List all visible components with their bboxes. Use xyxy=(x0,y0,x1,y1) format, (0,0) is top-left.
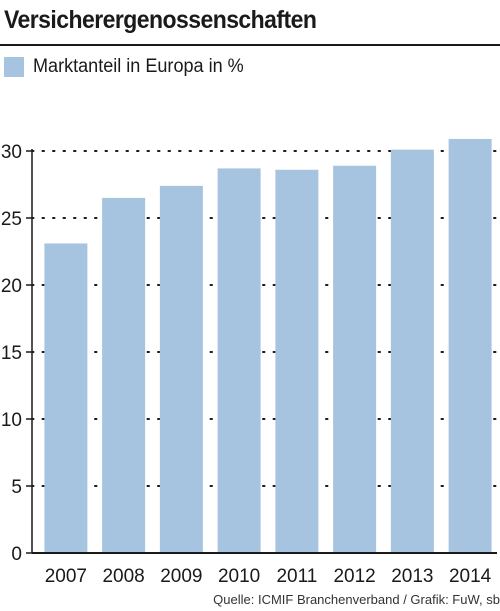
bar-2014 xyxy=(448,138,492,553)
y-tick-label-15: 15 xyxy=(1,343,22,364)
y-tick-label-20: 20 xyxy=(1,276,22,297)
y-tick-label-0: 0 xyxy=(11,544,22,565)
y-tick-label-25: 25 xyxy=(1,209,22,230)
bar-2012 xyxy=(333,165,377,554)
y-tick-label-5: 5 xyxy=(11,477,22,498)
source-note: Quelle: ICMIF Branchenverband / Grafik: … xyxy=(213,592,500,607)
y-tick-label-30: 30 xyxy=(1,142,22,163)
legend-swatch xyxy=(4,57,24,77)
x-tick-label-2009: 2009 xyxy=(160,566,202,587)
x-tick-label-2011: 2011 xyxy=(276,566,317,587)
bar-2008 xyxy=(102,197,146,553)
bar-2009 xyxy=(159,185,203,553)
x-tick-label-2014: 2014 xyxy=(449,566,492,587)
x-tick-label-2008: 2008 xyxy=(102,566,144,587)
x-tick-label-2012: 2012 xyxy=(333,566,375,587)
legend-label: Marktanteil in Europa in % xyxy=(33,56,244,77)
bar-2010 xyxy=(217,168,261,554)
bar-2007 xyxy=(44,243,88,553)
tick-labels: 0 5 10 15 20 25 30 2007 2008 2009 2010 2011 2012 2013… xyxy=(1,142,492,587)
title-rule xyxy=(0,44,500,46)
x-tick-label-2010: 2010 xyxy=(218,566,260,587)
y-tick-label-10: 10 xyxy=(1,410,22,431)
x-tick-label-2013: 2013 xyxy=(391,566,433,587)
chart-title: Versicherergenossenschaften xyxy=(4,6,317,34)
legend: Marktanteil in Europa in % xyxy=(4,56,255,78)
bars xyxy=(44,138,492,554)
x-tick-label-2007: 2007 xyxy=(45,566,87,587)
bar-2011 xyxy=(275,169,319,553)
axes xyxy=(26,149,497,554)
bar-2013 xyxy=(390,149,434,553)
